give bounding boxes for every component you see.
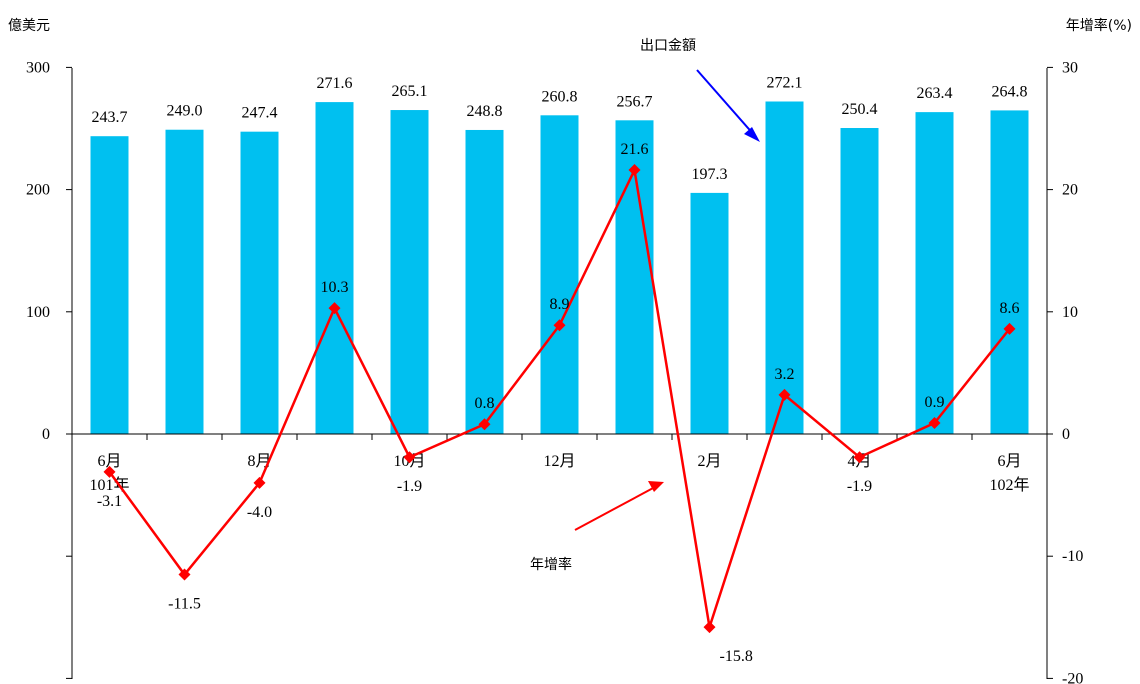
bar-0 — [90, 136, 129, 434]
arrow-line-export — [696, 69, 756, 137]
bar-5 — [465, 129, 504, 434]
bar-12 — [990, 110, 1029, 434]
right-axis-title: 年增率(%) — [1066, 17, 1132, 34]
bar-value-label: 250.4 — [842, 101, 878, 118]
bar-1 — [165, 129, 204, 435]
bar-value-label: 263.4 — [917, 85, 953, 102]
line-value-label: 3.2 — [775, 366, 795, 383]
x-tick-label: 6月 — [97, 453, 121, 470]
bar-value-label: 264.8 — [992, 83, 1028, 100]
line-value-label: 8.6 — [1000, 300, 1020, 317]
right-tick-label: 0 — [1062, 426, 1070, 443]
left-axis-title: 億美元 — [8, 18, 50, 34]
line-point-2 — [253, 476, 266, 489]
line-value-label: 0.9 — [925, 394, 945, 411]
arrow-line-growth — [574, 486, 656, 531]
line-point-5 — [478, 418, 491, 431]
line-point-8 — [703, 621, 716, 634]
x-tick-label: 2月 — [697, 453, 721, 470]
line-value-label: -15.8 — [720, 648, 753, 665]
bar-value-label: 197.3 — [692, 166, 728, 183]
x-tick-label: 6月 — [997, 453, 1021, 470]
line-value-label: -3.1 — [97, 493, 122, 510]
line-series-growth-rate — [103, 164, 1016, 634]
line-value-label: -1.9 — [397, 478, 422, 495]
left-tick-label: 100 — [26, 304, 50, 321]
left-tick-label: 200 — [26, 182, 50, 199]
line-value-label: -4.0 — [247, 504, 272, 521]
line-point-12 — [1003, 322, 1016, 335]
right-tick-label: 30 — [1062, 59, 1078, 76]
line-value-label: -1.9 — [847, 478, 872, 495]
right-tick-label: 20 — [1062, 182, 1078, 199]
x-year-label: 102年 — [989, 476, 1029, 494]
annotation-growth-rate: 年增率 — [530, 556, 572, 573]
bar-4 — [390, 110, 429, 435]
x-tick-label: 12月 — [543, 453, 575, 470]
line-value-label: 8.9 — [550, 296, 570, 313]
line-value-label: -11.5 — [168, 596, 201, 613]
bar-3 — [315, 102, 354, 434]
bar-value-label: 248.8 — [467, 103, 503, 120]
bar-value-label: 272.1 — [767, 74, 803, 91]
bar-value-label: 249.0 — [167, 103, 203, 120]
arrow-head-export — [744, 127, 760, 142]
bar-2 — [240, 131, 279, 435]
annotation-export-value: 出口金額 — [640, 38, 696, 54]
line-value-label: 0.8 — [475, 395, 495, 412]
bar-9 — [765, 101, 804, 434]
x-year-label: 101年 — [89, 476, 129, 494]
line-value-label: 10.3 — [321, 279, 349, 296]
line-point-11 — [928, 417, 941, 430]
bar-value-label: 271.6 — [317, 75, 353, 92]
line-point-3 — [328, 302, 341, 315]
right-tick-label: 10 — [1062, 304, 1078, 321]
right-tick-label: -20 — [1062, 670, 1083, 684]
line-point-10 — [853, 451, 866, 464]
bar-series-export-value — [90, 101, 1029, 435]
line-point-7 — [628, 164, 641, 177]
left-tick-label: 300 — [26, 59, 50, 76]
line-value-label: 21.6 — [621, 141, 649, 158]
right-tick-label: -10 — [1062, 548, 1083, 565]
arrow-head-growth — [648, 481, 664, 492]
bar-value-label: 260.8 — [542, 88, 578, 105]
bar-value-label: 256.7 — [617, 93, 653, 110]
left-tick-label: 0 — [42, 426, 50, 443]
line-point-9 — [778, 388, 791, 401]
line-point-4 — [403, 451, 416, 464]
bar-value-label: 243.7 — [92, 109, 128, 126]
bar-11 — [915, 112, 954, 435]
bar-10 — [840, 128, 879, 434]
line-point-1 — [178, 568, 191, 581]
axes: 3002001000億美元3020100-10-20年增率(%)6月8月10月1… — [8, 17, 1132, 684]
bar-6 — [540, 115, 579, 434]
bar-8 — [690, 192, 729, 434]
line-point-0 — [103, 465, 116, 478]
line-point-6 — [553, 319, 566, 332]
bar-value-label: 247.4 — [242, 105, 278, 122]
data-labels: 243.7 249.0 247.4 271.6 265.1 248.8 260.8 256.7… — [92, 74, 1028, 665]
bar-value-label: 265.1 — [392, 83, 428, 100]
